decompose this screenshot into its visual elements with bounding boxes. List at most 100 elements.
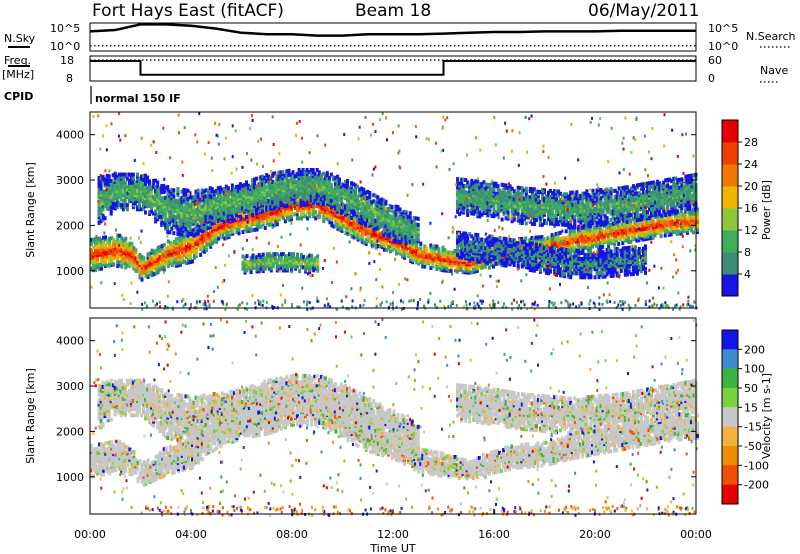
data-cell [206, 199, 210, 204]
data-cell [564, 229, 568, 234]
data-cell [291, 170, 295, 175]
data-cell [475, 268, 479, 273]
data-cell [623, 230, 627, 235]
data-cell [298, 208, 302, 213]
data-cell [629, 233, 633, 238]
data-cell [178, 232, 182, 237]
data-cell [462, 177, 466, 182]
data-cell [651, 219, 655, 224]
data-cell [245, 209, 248, 213]
data-cell [370, 240, 374, 245]
data-cell [310, 212, 314, 217]
data-cell [315, 198, 319, 203]
data-cell [301, 192, 305, 197]
data-cell [172, 194, 176, 199]
data-cell [90, 248, 93, 253]
data-cell [283, 194, 287, 199]
data-cell [136, 197, 139, 202]
data-cell [380, 197, 384, 202]
data-cell [617, 233, 621, 238]
data-cell [460, 185, 464, 190]
data-cell [237, 215, 240, 220]
data-cell [247, 206, 251, 211]
noise-panel: 10^5 10^0 10^5 10^0 N.Sky N.Search [4, 22, 796, 53]
data-cell [125, 186, 129, 191]
data-cell [392, 214, 396, 219]
data-cell [204, 198, 208, 203]
data-cell [148, 203, 152, 208]
data-cell [478, 185, 482, 190]
data-cell [230, 214, 234, 219]
data-cell [234, 184, 238, 189]
data-cell [621, 241, 625, 246]
data-cell [243, 199, 246, 204]
data-cell [307, 190, 311, 195]
data-cell [142, 178, 145, 182]
data-cell [162, 220, 166, 225]
data-cell [681, 227, 685, 232]
data-cell [683, 212, 687, 217]
data-cell [358, 234, 362, 239]
data-cell [623, 236, 627, 241]
data-cell [186, 223, 190, 228]
data-cell [478, 200, 482, 205]
data-cell [374, 239, 378, 244]
data-cell [372, 207, 376, 212]
data-cell [466, 204, 470, 209]
data-cell [482, 200, 486, 205]
data-cell [312, 212, 316, 217]
data-cell [97, 186, 101, 191]
data-cell [390, 215, 394, 220]
data-cell [412, 228, 416, 233]
data-cell [166, 187, 170, 192]
data-cell [121, 182, 125, 187]
data-cell [184, 261, 188, 266]
data-cell [255, 176, 259, 181]
data-cell [136, 262, 140, 267]
data-cell [97, 190, 101, 195]
data-cell [370, 200, 374, 205]
data-cell [318, 210, 322, 215]
data-cell [96, 255, 100, 260]
data-cell [198, 228, 202, 233]
data-cell [146, 264, 150, 269]
data-cell [486, 197, 490, 202]
data-cell [466, 190, 470, 195]
data-cell [131, 182, 135, 187]
data-cell [421, 250, 425, 255]
data-cell [182, 243, 186, 248]
data-cell [146, 185, 150, 190]
data-cell [214, 203, 218, 208]
data-cell [182, 259, 186, 264]
data-cell [404, 241, 408, 246]
data-cell [109, 211, 113, 216]
data-cell [366, 226, 370, 231]
data-cell [386, 215, 390, 220]
data-cell [429, 253, 433, 258]
data-cell [269, 218, 273, 223]
data-cell [417, 255, 421, 260]
data-cell [586, 241, 590, 246]
data-cell [285, 216, 289, 221]
data-cell [472, 211, 476, 216]
data-cell [374, 233, 378, 238]
data-cell [322, 204, 326, 209]
data-cell [122, 261, 126, 265]
data-cell [319, 185, 323, 190]
data-cell [108, 255, 112, 260]
data-cell [306, 216, 310, 221]
data-cell [470, 182, 474, 187]
data-cell [380, 224, 384, 229]
data-cell [299, 202, 303, 207]
data-cell [318, 214, 322, 219]
data-cell [344, 231, 348, 236]
data-cell [221, 225, 225, 229]
data-cell [358, 187, 362, 192]
data-cell [241, 219, 245, 224]
data-cell [265, 191, 269, 196]
data-cell [90, 256, 93, 261]
data-cell [490, 203, 494, 208]
data-cell [170, 192, 174, 196]
data-cell [150, 195, 154, 200]
data-cell [300, 216, 304, 221]
